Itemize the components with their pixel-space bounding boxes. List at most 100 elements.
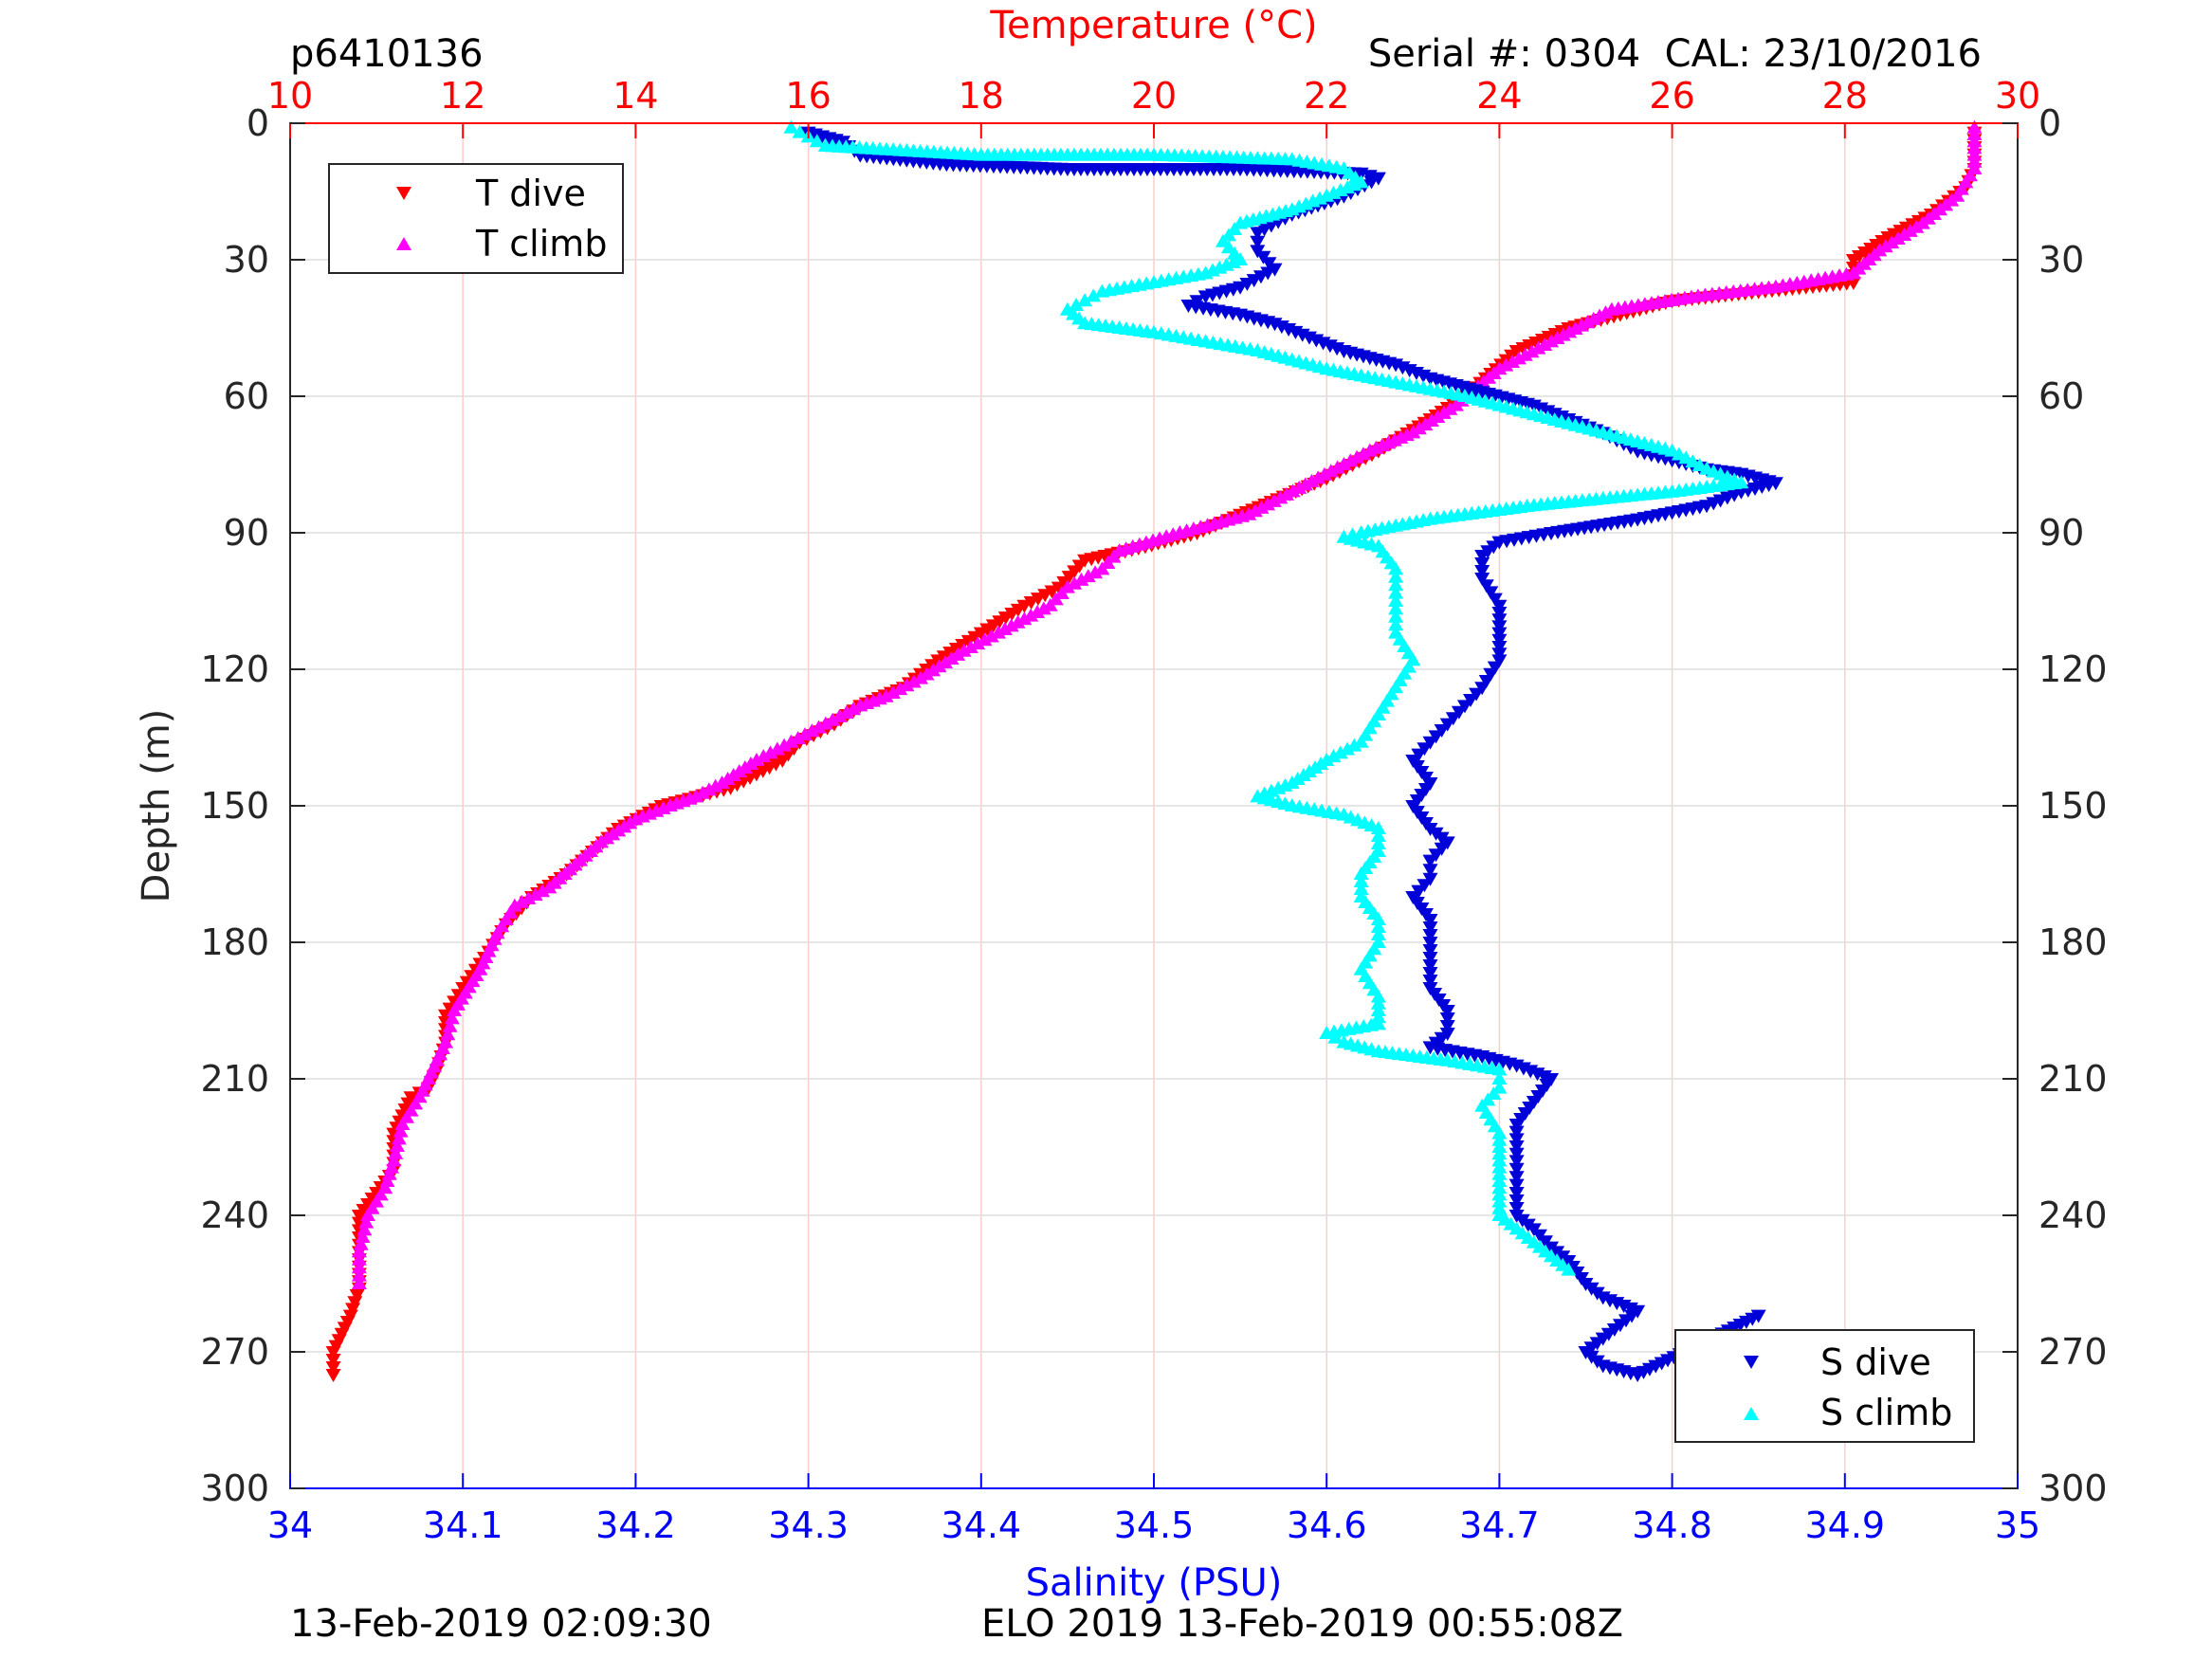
data-point-s-dive-250 <box>1474 557 1490 571</box>
data-point-t-dive-316 <box>325 1369 341 1382</box>
data-point-t-dive-173 <box>948 643 964 657</box>
legend-label-t-climb: T climb <box>475 223 607 264</box>
data-point-t-climb-255 <box>442 1018 458 1032</box>
data-point-s-dive-111 <box>1246 274 1262 288</box>
data-point-s-climb-364 <box>1370 912 1386 925</box>
depth-axis-label: Depth (m) <box>135 709 178 903</box>
tick-label-temperature-12: 12 <box>440 75 485 117</box>
data-point-s-dive-263 <box>1491 647 1508 662</box>
tick-label-temperature-28: 28 <box>1822 75 1868 117</box>
tick-label-depth-right-30: 30 <box>2038 239 2084 281</box>
legend-label-t-dive: T dive <box>475 173 586 214</box>
footer-timestamp: 13-Feb-2019 02:09:30 <box>290 1602 712 1646</box>
legend-label-s-dive: S dive <box>1820 1341 1931 1383</box>
data-point-s-climb-443 <box>1561 1262 1577 1276</box>
data-point-s-climb-0 <box>783 119 799 134</box>
data-point-s-dive-258 <box>1491 613 1508 628</box>
data-point-t-dive-205 <box>748 768 764 782</box>
data-point-t-dive-161 <box>1023 595 1039 610</box>
data-point-t-dive-171 <box>960 634 977 648</box>
data-point-s-dive-362 <box>1508 1202 1525 1215</box>
tick-label-salinity-34.8: 34.8 <box>1632 1504 1712 1546</box>
data-point-t-dive-170 <box>967 630 983 645</box>
data-point-s-dive-109 <box>1260 266 1276 281</box>
data-point-t-climb-273 <box>389 1139 405 1153</box>
data-point-s-climb-425 <box>1491 1166 1508 1180</box>
data-point-s-climb-366 <box>1370 927 1386 940</box>
data-point-s-climb-1 <box>792 124 808 138</box>
tick-label-salinity-34.5: 34.5 <box>1114 1504 1195 1546</box>
tick-label-temperature-18: 18 <box>959 75 1004 117</box>
data-point-s-dive-361 <box>1508 1194 1525 1208</box>
data-point-t-climb-272 <box>391 1131 407 1145</box>
data-point-s-climb-427 <box>1491 1180 1508 1194</box>
data-point-s-dive-253 <box>1478 579 1494 593</box>
series-t-climb <box>351 119 1983 1289</box>
data-point-s-dive-314 <box>1422 967 1438 980</box>
data-point-s-dive-311 <box>1422 944 1438 957</box>
data-point-s-dive-267 <box>1478 675 1494 688</box>
data-point-t-climb-2 <box>1966 134 1983 148</box>
data-point-s-dive-261 <box>1491 633 1508 647</box>
tick-label-depth-right-150: 150 <box>2038 785 2108 827</box>
data-point-s-dive-104 <box>1250 235 1266 249</box>
data-point-t-climb-292 <box>351 1276 367 1289</box>
tick-label-temperature-20: 20 <box>1131 75 1177 117</box>
data-point-s-dive-421 <box>1750 1309 1766 1323</box>
salinity-legend: S dive S climb <box>1674 1329 1975 1443</box>
data-point-t-dive-168 <box>979 623 996 637</box>
data-point-t-dive-202 <box>768 757 784 772</box>
data-point-s-climb-358 <box>1353 874 1369 887</box>
data-point-s-dive-298 <box>1422 854 1438 868</box>
data-point-s-climb-127 <box>1086 288 1102 302</box>
tick-label-temperature-30: 30 <box>1995 75 2040 117</box>
tick-label-depth-right-120: 120 <box>2038 648 2108 690</box>
data-point-t-dive-201 <box>775 755 791 768</box>
data-point-s-climb-350 <box>1370 821 1386 834</box>
data-point-t-dive-160 <box>1030 592 1046 607</box>
data-point-s-climb-352 <box>1370 836 1386 849</box>
data-point-s-climb-365 <box>1370 920 1386 933</box>
data-point-t-dive-314 <box>325 1354 341 1367</box>
data-point-s-dive-315 <box>1422 975 1438 988</box>
footer-mission: ELO 2019 13-Feb-2019 00:55:08Z <box>981 1602 1623 1646</box>
data-point-s-climb-387 <box>1327 1030 1344 1044</box>
data-point-s-climb-423 <box>1491 1153 1508 1167</box>
data-point-t-climb-291 <box>351 1267 367 1282</box>
tick-label-salinity-34.7: 34.7 <box>1459 1504 1540 1546</box>
tick-label-depth-left-0: 0 <box>247 102 269 144</box>
data-point-s-climb-128 <box>1077 293 1093 307</box>
data-point-s-dive-308 <box>1422 921 1438 935</box>
data-point-t-dive-166 <box>992 615 1008 629</box>
data-point-t-dive-157 <box>1051 581 1067 595</box>
data-point-s-climb-419 <box>1491 1125 1508 1139</box>
tick-label-depth-left-150: 150 <box>200 785 269 827</box>
data-point-s-dive-310 <box>1422 937 1438 950</box>
data-point-s-climb-299 <box>1388 609 1404 623</box>
data-point-t-dive-167 <box>985 619 1001 633</box>
temperature-legend: T dive T climb <box>328 163 624 274</box>
data-point-s-dive-108 <box>1267 263 1283 277</box>
data-point-s-climb-129 <box>1069 298 1085 311</box>
data-point-t-climb-254 <box>444 1011 460 1025</box>
legend-label-s-climb: S climb <box>1820 1392 1952 1433</box>
data-point-s-dive-352 <box>1508 1125 1525 1139</box>
data-point-t-climb-1 <box>1966 127 1983 140</box>
data-point-s-dive-256 <box>1491 599 1508 613</box>
data-point-s-dive-252 <box>1474 573 1490 586</box>
tick-label-salinity-34.6: 34.6 <box>1287 1504 1367 1546</box>
data-point-s-dive-262 <box>1491 641 1508 654</box>
data-point-s-dive-360 <box>1508 1187 1525 1200</box>
tick-label-depth-right-240: 240 <box>2038 1194 2108 1236</box>
tick-label-salinity-35: 35 <box>1995 1504 2040 1546</box>
data-point-t-climb-253 <box>447 1003 463 1016</box>
data-point-t-climb-288 <box>351 1244 367 1258</box>
data-point-t-climb-286 <box>355 1230 371 1244</box>
data-point-s-dive-265 <box>1487 661 1503 675</box>
temperature-legend-box <box>328 163 624 274</box>
data-point-s-climb-420 <box>1491 1132 1508 1146</box>
data-point-s-climb-297 <box>1388 593 1404 607</box>
data-point-s-dive-266 <box>1483 667 1499 682</box>
data-point-s-climb-376 <box>1370 995 1386 1010</box>
